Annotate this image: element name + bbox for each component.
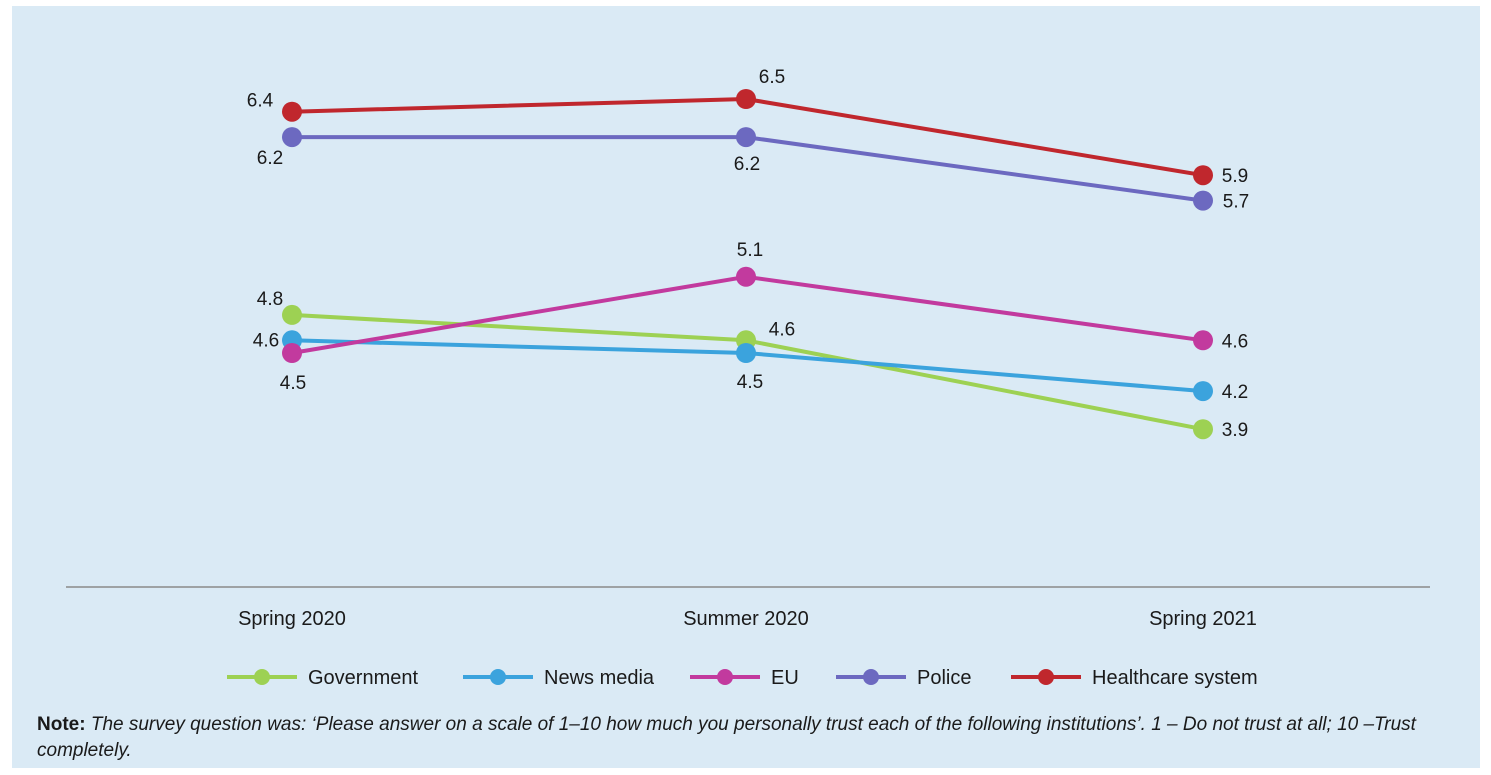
data-label-news-media-summer-2020: 4.5 xyxy=(737,372,763,393)
x-tick-label-spring-2020: Spring 2020 xyxy=(238,608,346,630)
x-tick-labels: Spring 2020 Summer 2020 Spring 2021 xyxy=(238,608,1257,630)
data-point-healthcare-system-spring-2021 xyxy=(1193,165,1213,186)
legend-swatch-dot xyxy=(1038,669,1054,685)
legend-swatch-dot xyxy=(254,669,270,685)
data-point-police-summer-2020 xyxy=(736,127,756,148)
note-text: The survey question was: ‘Please answer … xyxy=(37,714,1416,761)
legend: Government News media EU Police Healthcare s… xyxy=(227,667,1258,689)
data-point-healthcare-system-summer-2020 xyxy=(736,89,756,109)
legend-item-healthcare-system: Healthcare system xyxy=(1011,667,1258,689)
data-labels: 4.8 4.6 3.9 4.6 4.5 4.2 4.5 5.1 4.6 6.2 6.2 5.7 6.4 6… xyxy=(247,67,1249,441)
data-point-eu-summer-2020 xyxy=(736,266,756,287)
data-label-eu-spring-2020: 4.5 xyxy=(280,373,306,394)
note: Note: The survey question was: ‘Please a… xyxy=(37,712,1477,764)
data-point-eu-spring-2021 xyxy=(1193,330,1213,351)
data-point-healthcare-system-spring-2020 xyxy=(282,101,302,122)
data-label-eu-summer-2020: 5.1 xyxy=(737,240,763,261)
line-chart: 4.8 4.6 3.9 4.6 4.5 4.2 4.5 5.1 4.6 6.2 6.2 5.7 6.4 6… xyxy=(66,67,1430,689)
legend-item-government: Government xyxy=(227,667,418,689)
legend-item-eu: EU xyxy=(690,667,799,689)
data-point-government-spring-2021 xyxy=(1193,419,1213,440)
legend-item-news-media: News media xyxy=(463,667,655,689)
data-point-police-spring-2020 xyxy=(282,127,302,148)
data-label-police-spring-2021: 5.7 xyxy=(1223,192,1249,213)
data-label-police-spring-2020: 6.2 xyxy=(257,148,283,169)
data-label-government-summer-2020: 4.6 xyxy=(769,319,795,340)
legend-item-police: Police xyxy=(836,667,971,689)
data-label-government-spring-2020: 4.8 xyxy=(257,289,283,310)
legend-swatch-dot xyxy=(863,669,879,685)
series-police xyxy=(282,127,1213,211)
data-label-government-spring-2021: 3.9 xyxy=(1222,420,1248,441)
data-label-eu-spring-2021: 4.6 xyxy=(1222,331,1248,352)
x-tick-label-summer-2020: Summer 2020 xyxy=(683,608,809,630)
data-label-healthcare-system-spring-2020: 6.4 xyxy=(247,91,274,112)
legend-swatch-dot xyxy=(490,669,506,685)
series-healthcare-system xyxy=(282,89,1213,186)
x-tick-label-spring-2021: Spring 2021 xyxy=(1149,608,1257,630)
data-point-government-spring-2020 xyxy=(282,304,302,325)
legend-label: EU xyxy=(771,667,799,689)
data-point-news-media-summer-2020 xyxy=(736,343,756,363)
legend-label: Healthcare system xyxy=(1092,667,1258,689)
data-label-police-summer-2020: 6.2 xyxy=(734,154,760,175)
data-point-eu-spring-2020 xyxy=(282,343,302,363)
legend-swatch-dot xyxy=(717,669,733,685)
series-eu xyxy=(282,266,1213,363)
data-point-police-spring-2021 xyxy=(1193,190,1213,211)
legend-label: News media xyxy=(544,667,655,689)
data-label-news-media-spring-2020: 4.6 xyxy=(253,330,279,351)
series-layer xyxy=(282,89,1213,440)
data-point-news-media-spring-2021 xyxy=(1193,381,1213,402)
data-label-healthcare-system-spring-2021: 5.9 xyxy=(1222,166,1248,187)
series-government xyxy=(282,304,1213,440)
legend-label: Police xyxy=(917,667,971,689)
note-label: Note: xyxy=(37,714,86,735)
data-label-healthcare-system-summer-2020: 6.5 xyxy=(759,67,785,88)
legend-label: Government xyxy=(308,667,418,689)
data-label-news-media-spring-2021: 4.2 xyxy=(1222,382,1248,403)
